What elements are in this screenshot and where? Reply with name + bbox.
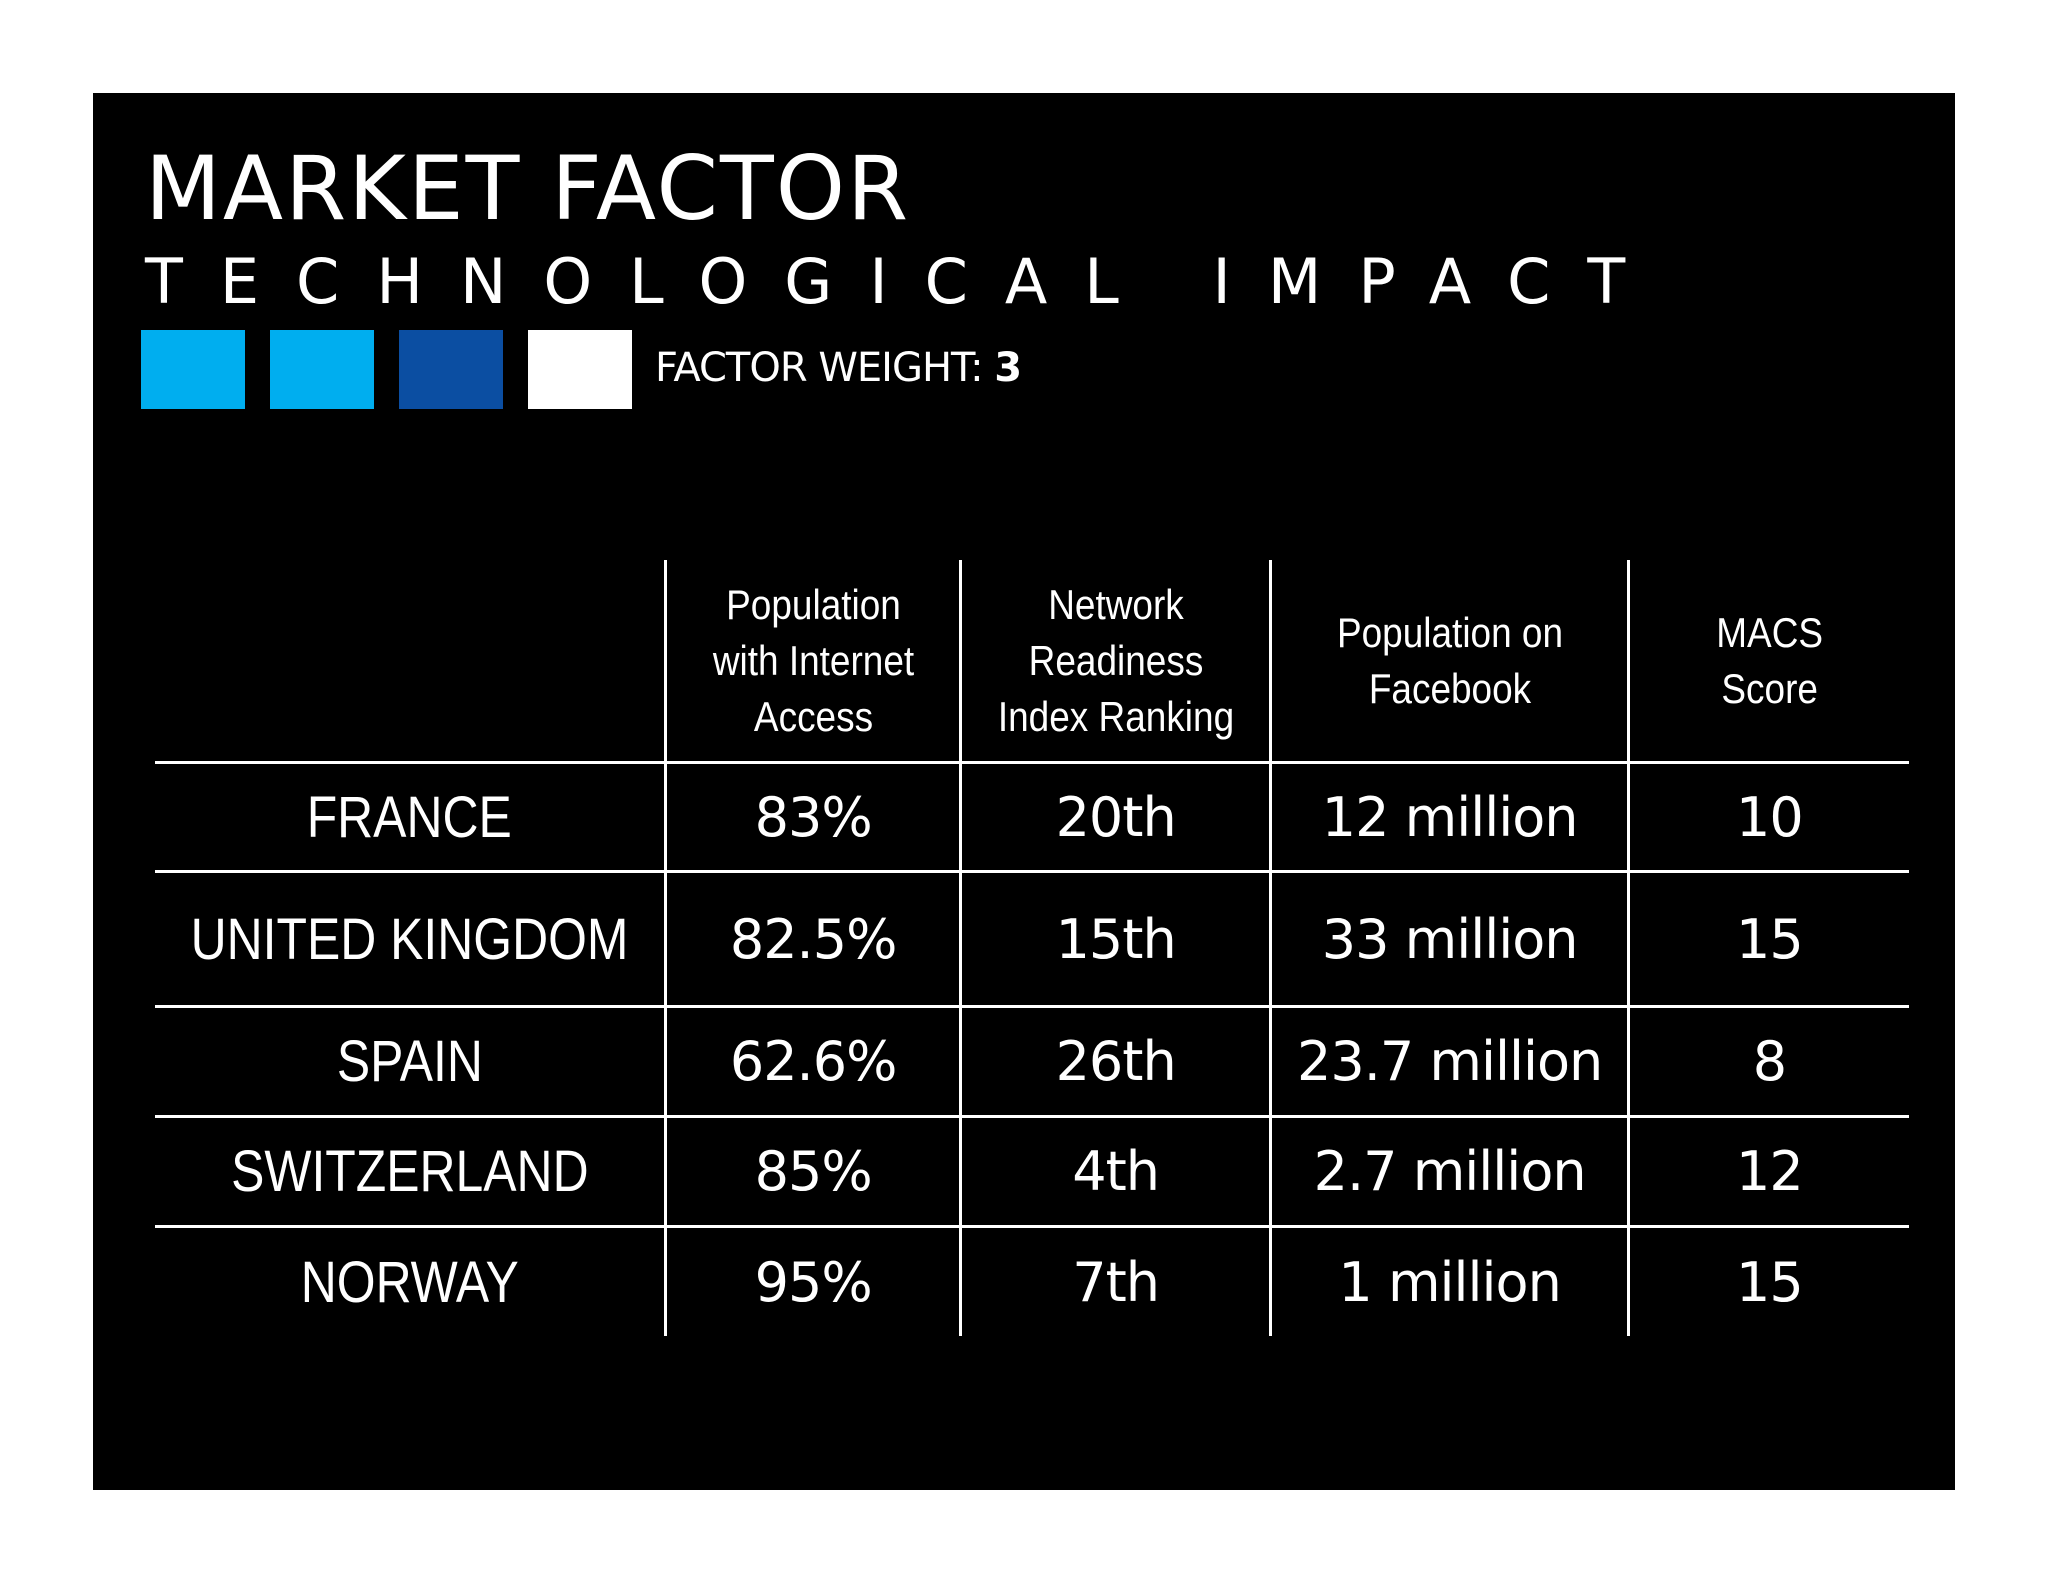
table-row: SWITZERLAND 85% 4th 2.7 million 12 bbox=[155, 1116, 1909, 1228]
facebook-population-cell: 23.7 million bbox=[1269, 1006, 1629, 1118]
network-ranking-cell: 26th bbox=[959, 1006, 1271, 1118]
network-ranking-cell: 15th bbox=[959, 871, 1271, 1008]
facebook-population-cell: 33 million bbox=[1269, 871, 1629, 1008]
country-cell: NORWAY bbox=[300, 1249, 519, 1315]
page-title: MARKET FACTOR bbox=[145, 137, 911, 240]
macs-score-cell: 10 bbox=[1627, 762, 1909, 873]
weight-square-2 bbox=[270, 330, 374, 409]
country-cell: FRANCE bbox=[155, 762, 666, 873]
macs-score-cell: 8 bbox=[1627, 1006, 1909, 1118]
network-ranking-cell: 7th bbox=[959, 1226, 1271, 1336]
internet-access-cell: 95% bbox=[664, 1226, 961, 1336]
factor-weight-text: FACTOR WEIGHT: bbox=[655, 345, 984, 391]
page-subtitle: TECHNOLOGICAL IMPACT bbox=[145, 245, 1663, 318]
header-country bbox=[185, 560, 635, 764]
facebook-population-cell: 12 million bbox=[1269, 762, 1629, 873]
table-header-row: Population with Internet Access Network … bbox=[155, 560, 1909, 764]
macs-score-cell: 12 bbox=[1627, 1116, 1909, 1228]
factor-weight-value: 3 bbox=[994, 345, 1022, 391]
country-cell: SWITZERLAND bbox=[155, 1116, 666, 1228]
facebook-population-cell: 1 million bbox=[1269, 1226, 1629, 1336]
facebook-population-cell: 2.7 million bbox=[1269, 1116, 1629, 1228]
internet-access-cell: 83% bbox=[664, 762, 961, 873]
table-row: NORWAY 95% 7th 1 million 15 bbox=[155, 1226, 1909, 1336]
market-factor-panel: MARKET FACTOR TECHNOLOGICAL IMPACT FACTO… bbox=[93, 93, 1955, 1490]
weight-square-3 bbox=[399, 330, 503, 409]
internet-access-cell: 62.6% bbox=[664, 1006, 961, 1118]
network-ranking-cell: 4th bbox=[959, 1116, 1271, 1228]
table-row: FRANCE 83% 20th 12 million 10 bbox=[155, 762, 1909, 873]
country-cell: SPAIN bbox=[155, 1006, 666, 1118]
macs-score-cell: 15 bbox=[1627, 1226, 1909, 1336]
header-macs-score: MACS Score bbox=[1644, 560, 1892, 764]
table-row: SPAIN 62.6% 26th 23.7 million 8 bbox=[155, 1006, 1909, 1118]
header-network-readiness: Network Readiness Index Ranking bbox=[977, 560, 1253, 764]
factor-weight-label: FACTOR WEIGHT: 3 bbox=[655, 345, 1022, 391]
header-facebook-population: Population on Facebook bbox=[1290, 560, 1608, 764]
network-ranking-cell: 20th bbox=[959, 762, 1271, 873]
weight-square-4 bbox=[528, 330, 632, 409]
table-row: UNITED KINGDOM 82.5% 15th 33 million 15 bbox=[155, 871, 1909, 1008]
header-internet-access: Population with Internet Access bbox=[682, 560, 943, 764]
internet-access-cell: 85% bbox=[664, 1116, 961, 1228]
internet-access-cell: 82.5% bbox=[664, 871, 961, 1008]
country-cell: UNITED KINGDOM bbox=[155, 871, 666, 1008]
technology-table: Population with Internet Access Network … bbox=[155, 560, 1909, 1336]
weight-square-1 bbox=[141, 330, 245, 409]
macs-score-cell: 15 bbox=[1627, 871, 1909, 1008]
